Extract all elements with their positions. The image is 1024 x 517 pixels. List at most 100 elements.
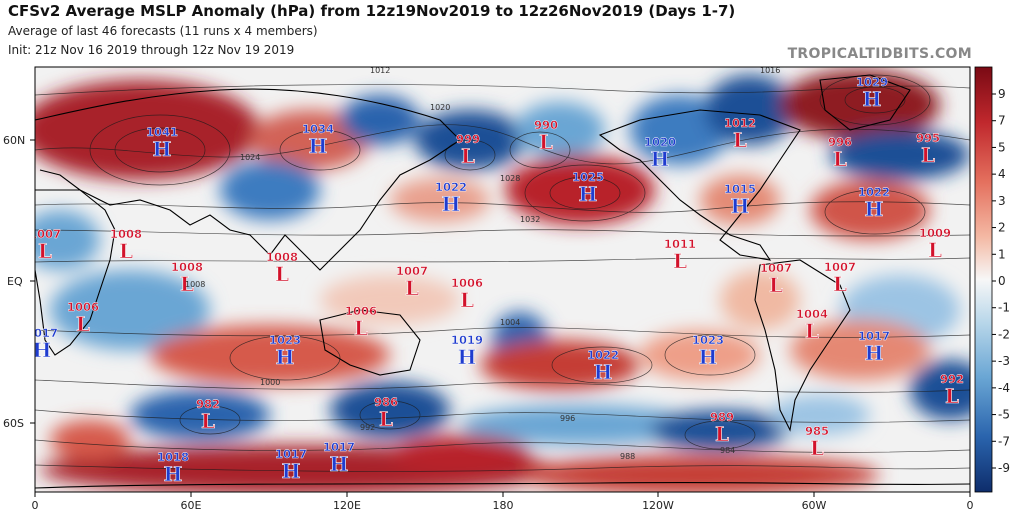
- coastlines: [35, 74, 970, 489]
- center-pressure-value: 990: [534, 118, 558, 132]
- center-type-letter: H: [651, 147, 670, 171]
- center-type-letter: H: [863, 87, 882, 111]
- colorbar-tick-label: -1: [998, 301, 1010, 315]
- center-type-letter: H: [458, 345, 477, 369]
- colorbar-tick-label: -7: [998, 434, 1010, 448]
- center-type-letter: L: [833, 147, 847, 171]
- center-type-letter: L: [379, 407, 393, 431]
- isobar-label: 996: [560, 414, 575, 423]
- center-pressure-value: 1022: [435, 180, 467, 194]
- center-pressure-value: 1017: [275, 447, 307, 461]
- center-pressure-value: 1023: [692, 333, 724, 347]
- center-pressure-value: 1009: [919, 226, 951, 240]
- center-type-letter: L: [119, 239, 133, 263]
- center-pressure-value: 1006: [451, 276, 483, 290]
- lon-tick-label: 0: [32, 499, 39, 512]
- center-pressure-value: 1008: [266, 250, 298, 264]
- center-pressure-value: 992: [940, 372, 964, 386]
- colorbar-tick-label: 5: [998, 140, 1006, 154]
- colorbar-tick-label: -9: [998, 461, 1010, 475]
- center-pressure-value: 985: [805, 424, 829, 438]
- isobar-label: 1004: [500, 318, 520, 327]
- center-type-letter: L: [921, 143, 935, 167]
- center-pressure-value: 1017: [26, 326, 58, 340]
- center-type-letter: H: [865, 197, 884, 221]
- center-pressure-value: 1012: [724, 116, 756, 130]
- colorbar-tick-label: -5: [998, 408, 1010, 422]
- isobar-label: 1020: [430, 103, 450, 112]
- center-pressure-value: 1025: [572, 170, 604, 184]
- longitude-axis: 0 60E 120E 180 120W 60W 0: [32, 492, 974, 512]
- center-pressure-value: 1007: [29, 227, 61, 241]
- center-pressure-value: 986: [374, 395, 398, 409]
- center-pressure-value: 1022: [858, 185, 890, 199]
- center-pressure-value: 1022: [587, 348, 619, 362]
- chart-title: CFSv2 Average MSLP Anomaly (hPa) from 12…: [8, 2, 736, 20]
- isobar-label: 992: [360, 423, 375, 432]
- colorbar-tick-label: 4: [998, 167, 1006, 181]
- center-type-letter: L: [460, 288, 474, 312]
- center-pressure-value: 996: [828, 135, 852, 149]
- center-pressure-value: 989: [710, 410, 734, 424]
- lon-tick-label: 180: [493, 499, 514, 512]
- center-type-letter: H: [276, 345, 295, 369]
- center-type-letter: L: [945, 384, 959, 408]
- center-pressure-value: 1041: [146, 125, 178, 139]
- isobar-label: 988: [620, 452, 635, 461]
- colorbar-tick-label: 1: [998, 247, 1006, 261]
- center-type-letter: L: [180, 272, 194, 296]
- colorbar-tick-label: -2: [998, 327, 1010, 341]
- center-type-letter: L: [673, 249, 687, 273]
- center-pressure-value: 1015: [724, 182, 756, 196]
- center-type-letter: L: [76, 312, 90, 336]
- forecast-average-subtitle: Average of last 46 forecasts (11 runs x …: [8, 24, 318, 38]
- lat-tick-label: 60S: [3, 417, 24, 430]
- colorbar-tick-label: 2: [998, 221, 1006, 235]
- colorbar-tick-label: -3: [998, 354, 1010, 368]
- center-type-letter: L: [805, 319, 819, 343]
- center-pressure-value: 1029: [856, 75, 888, 89]
- isobar-label: 1012: [370, 66, 390, 75]
- lat-tick-label: EQ: [7, 275, 23, 288]
- center-type-letter: L: [539, 130, 553, 154]
- center-type-letter: H: [699, 345, 718, 369]
- center-pressure-value: 1020: [644, 135, 676, 149]
- center-pressure-value: 1008: [171, 260, 203, 274]
- center-pressure-value: 1019: [451, 333, 483, 347]
- center-pressure-value: 1017: [858, 329, 890, 343]
- center-pressure-value: 1006: [345, 304, 377, 318]
- center-type-letter: L: [928, 238, 942, 262]
- center-type-letter: H: [282, 459, 301, 483]
- center-type-letter: H: [594, 360, 613, 384]
- center-type-letter: H: [33, 338, 52, 362]
- isobar-label: 1032: [520, 215, 540, 224]
- lon-tick-label: 0: [967, 499, 974, 512]
- center-type-letter: L: [201, 409, 215, 433]
- center-type-letter: H: [442, 192, 461, 216]
- isobar-label: 1016: [760, 66, 780, 75]
